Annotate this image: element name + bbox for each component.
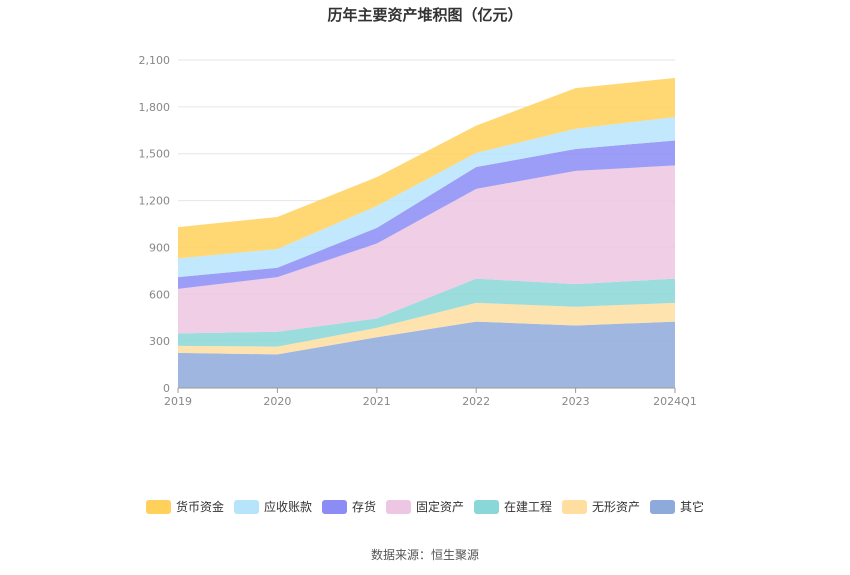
y-tick-label: 1,200: [139, 195, 171, 208]
x-tick-label: 2023: [562, 395, 590, 408]
legend-swatch: [145, 499, 171, 514]
x-tick-label: 2019: [164, 395, 192, 408]
y-tick-label: 1,800: [139, 101, 171, 114]
area-series: [178, 302, 675, 355]
x-tick-label: 2022: [462, 395, 490, 408]
stacked-area-chart: 0 300 600 900 1,200 1,500 1,800 2,100 2019 2020 20…: [139, 54, 697, 408]
legend-label: 货币资金: [175, 500, 224, 514]
legend-item[interactable]: 应收账款: [233, 498, 312, 515]
y-tick-label: 2,100: [139, 54, 171, 67]
legend-swatch: [562, 499, 588, 514]
legend-item[interactable]: 在建工程: [474, 498, 552, 515]
chart-title: 历年主要资产堆积图（亿元）: [327, 6, 523, 24]
y-tick-label: 600: [149, 288, 170, 301]
legend-label: 无形资产: [592, 500, 641, 514]
x-tick-label: 2024Q1: [653, 395, 697, 408]
y-tick-label: 0: [163, 382, 170, 395]
legend-item[interactable]: 其它: [650, 498, 704, 515]
legend-label: 固定资产: [415, 500, 464, 514]
legend-swatch: [474, 499, 499, 514]
x-tick-label: 2021: [363, 395, 391, 408]
legend-swatch: [650, 499, 676, 514]
area-series: [178, 77, 675, 259]
legend-item[interactable]: 固定资产: [385, 498, 464, 515]
legend-item[interactable]: 货币资金: [145, 498, 224, 515]
y-tick-label: 300: [149, 335, 170, 348]
legend-swatch: [321, 499, 347, 514]
area-series: [178, 321, 675, 388]
area-series: [178, 165, 675, 334]
data-source: 数据来源：恒生聚源: [370, 548, 479, 562]
legend-label: 在建工程: [504, 500, 553, 514]
x-tick-label: 2020: [263, 395, 291, 408]
area-series: [178, 117, 675, 278]
area-series: [178, 278, 675, 347]
legend-item[interactable]: 无形资产: [562, 498, 640, 515]
legend-swatch: [385, 499, 411, 514]
y-tick-label: 1,500: [139, 148, 171, 161]
legend-label: 存货: [351, 500, 376, 514]
chart-legend: 货币资金 应收账款 存货 固定资产 在建工程 无形资产 其它: [0, 498, 850, 515]
legend-item[interactable]: 存货: [321, 498, 376, 515]
area-series: [178, 140, 675, 289]
legend-label: 其它: [680, 500, 705, 514]
legend-label: 应收账款: [263, 500, 312, 514]
legend-swatch: [233, 499, 259, 514]
y-tick-label: 900: [149, 241, 170, 254]
